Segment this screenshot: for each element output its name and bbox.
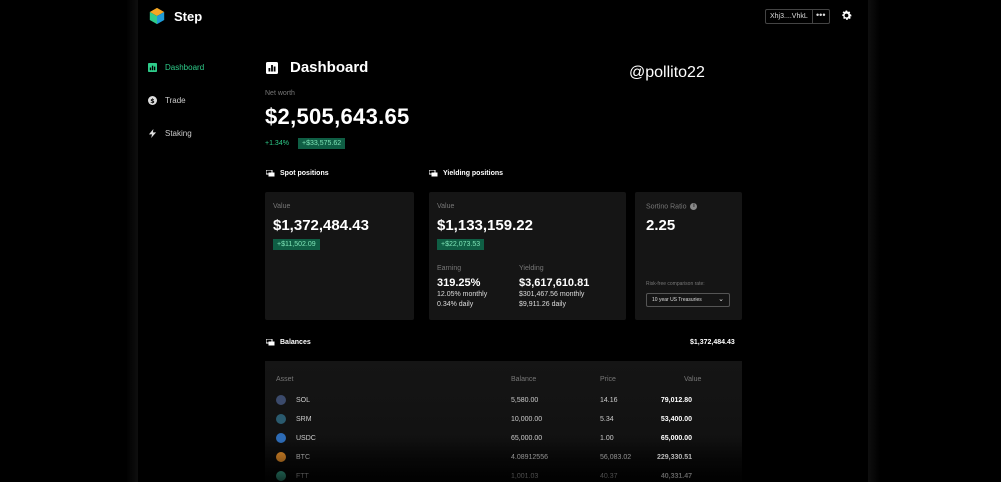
step-logo-icon <box>149 7 165 25</box>
column-header-asset[interactable]: Asset <box>276 376 294 383</box>
earning-daily: 0.34% daily <box>437 301 474 308</box>
sidebar-item-trade[interactable]: $ Trade <box>148 96 186 105</box>
sidebar-item-label: Trade <box>165 96 186 105</box>
yielding-positions-card: Value $1,133,159.22 +$22,073.53 Earning … <box>429 192 626 320</box>
balances-heading-text: Balances <box>280 339 311 346</box>
table-row[interactable]: SOL 5,580.00 14.16 79,012.80 <box>265 392 742 411</box>
sortino-ratio-card: Sortino Ratio i 2.25 Risk-free comparison… <box>635 192 742 320</box>
cell-price: 1.00 <box>600 435 614 442</box>
net-worth-change-pct: +1.34% <box>265 140 289 147</box>
cell-value: 65,000.00 <box>660 435 692 442</box>
table-row[interactable]: SRM 10,000.00 5.34 53,400.00 <box>265 411 742 430</box>
cell-asset: SRM <box>296 416 312 423</box>
wallet-icon <box>429 170 438 177</box>
yielding-amount-daily: $9,911.26 daily <box>519 301 566 308</box>
balances-heading: Balances <box>266 339 311 346</box>
spot-positions-heading-text: Spot positions <box>280 170 329 177</box>
sortino-label-text: Sortino Ratio <box>646 203 687 211</box>
info-icon[interactable]: i <box>690 203 698 210</box>
table-row[interactable]: USDC 65,000.00 1.00 65,000.00 <box>265 430 742 449</box>
app-logo[interactable]: Step <box>148 7 202 25</box>
cell-balance: 65,000.00 <box>511 435 543 442</box>
net-worth-label: Net worth <box>265 90 295 97</box>
yielding-value-label: Value <box>437 203 455 210</box>
chevron-down-icon: ⌄ <box>718 296 724 303</box>
cell-asset: SOL <box>296 397 311 404</box>
page-title-text: Dashboard <box>290 59 369 76</box>
earning-monthly: 12.05% monthly <box>437 291 488 298</box>
usdc-coin-icon <box>276 433 286 443</box>
yielding-amount-value: $3,617,610.81 <box>519 277 590 289</box>
gear-icon[interactable] <box>840 9 853 22</box>
sidebar-item-label: Dashboard <box>165 63 205 72</box>
balances-total: $1,372,484.43 <box>690 339 735 346</box>
svg-text:$: $ <box>150 98 154 105</box>
watermark-text: @pollito22 <box>629 64 705 81</box>
app-window: Step Xhj3....VhkL ••• Dashboard $ Trade … <box>138 0 868 482</box>
srm-coin-icon <box>276 414 286 424</box>
wallet-icon <box>266 339 275 346</box>
yielding-amount-label: Yielding <box>519 265 544 272</box>
spot-value: $1,372,484.43 <box>273 217 369 234</box>
risk-free-rate-label: Risk-free comparison rate: <box>646 281 705 287</box>
sidebar-item-staking[interactable]: Staking <box>148 129 192 138</box>
chart-icon <box>266 61 278 74</box>
sidebar-item-dashboard[interactable]: Dashboard <box>148 63 204 72</box>
table-fade-overlay <box>265 440 742 482</box>
spot-change-badge: +$11,502.09 <box>273 239 320 250</box>
sortino-label: Sortino Ratio i <box>646 203 698 211</box>
cell-value: 79,012.80 <box>660 397 692 404</box>
wallet-address[interactable]: Xhj3....VhkL <box>770 13 808 20</box>
column-header-price[interactable]: Price <box>600 376 616 383</box>
cell-balance: 10,000.00 <box>511 416 543 423</box>
cell-balance: 5,580.00 <box>511 397 539 404</box>
cell-price: 14.16 <box>600 397 618 404</box>
spot-value-label: Value <box>273 203 291 210</box>
column-header-value[interactable]: Value <box>684 376 702 383</box>
earning-value: 319.25% <box>437 277 481 289</box>
yielding-amount-monthly: $301,467.56 monthly <box>519 291 585 298</box>
sol-coin-icon <box>276 395 286 405</box>
sortino-value: 2.25 <box>646 217 676 234</box>
spot-positions-heading: Spot positions <box>266 170 329 177</box>
wallet-more-button[interactable]: ••• <box>811 10 829 23</box>
earning-label: Earning <box>437 265 462 272</box>
column-header-balance[interactable]: Balance <box>511 376 537 383</box>
yielding-positions-heading: Yielding positions <box>429 170 503 177</box>
spot-positions-card: Value $1,372,484.43 +$11,502.09 <box>265 192 414 320</box>
yielding-value: $1,133,159.22 <box>437 217 533 234</box>
risk-free-rate-selected: 10 year US Treasuries <box>652 297 702 303</box>
wallet-button[interactable]: Xhj3....VhkL ••• <box>765 9 830 24</box>
bolt-icon <box>148 129 157 138</box>
wallet-icon <box>266 170 275 177</box>
chart-icon <box>148 63 157 72</box>
cell-value: 53,400.00 <box>660 416 692 423</box>
sidebar-item-label: Staking <box>165 129 192 138</box>
yielding-positions-heading-text: Yielding positions <box>443 170 504 177</box>
net-worth-value: $2,505,643.65 <box>265 104 410 129</box>
risk-free-rate-select[interactable]: 10 year US Treasuries ⌄ <box>646 293 730 307</box>
cell-price: 5.34 <box>600 416 614 423</box>
cell-asset: USDC <box>296 435 316 442</box>
net-worth-change-badge: +$33,575.62 <box>298 138 346 149</box>
yielding-change-badge: +$22,073.53 <box>437 239 485 250</box>
page-title: Dashboard <box>266 59 368 76</box>
app-name: Step <box>174 8 203 24</box>
dollar-circle-icon: $ <box>148 96 157 105</box>
